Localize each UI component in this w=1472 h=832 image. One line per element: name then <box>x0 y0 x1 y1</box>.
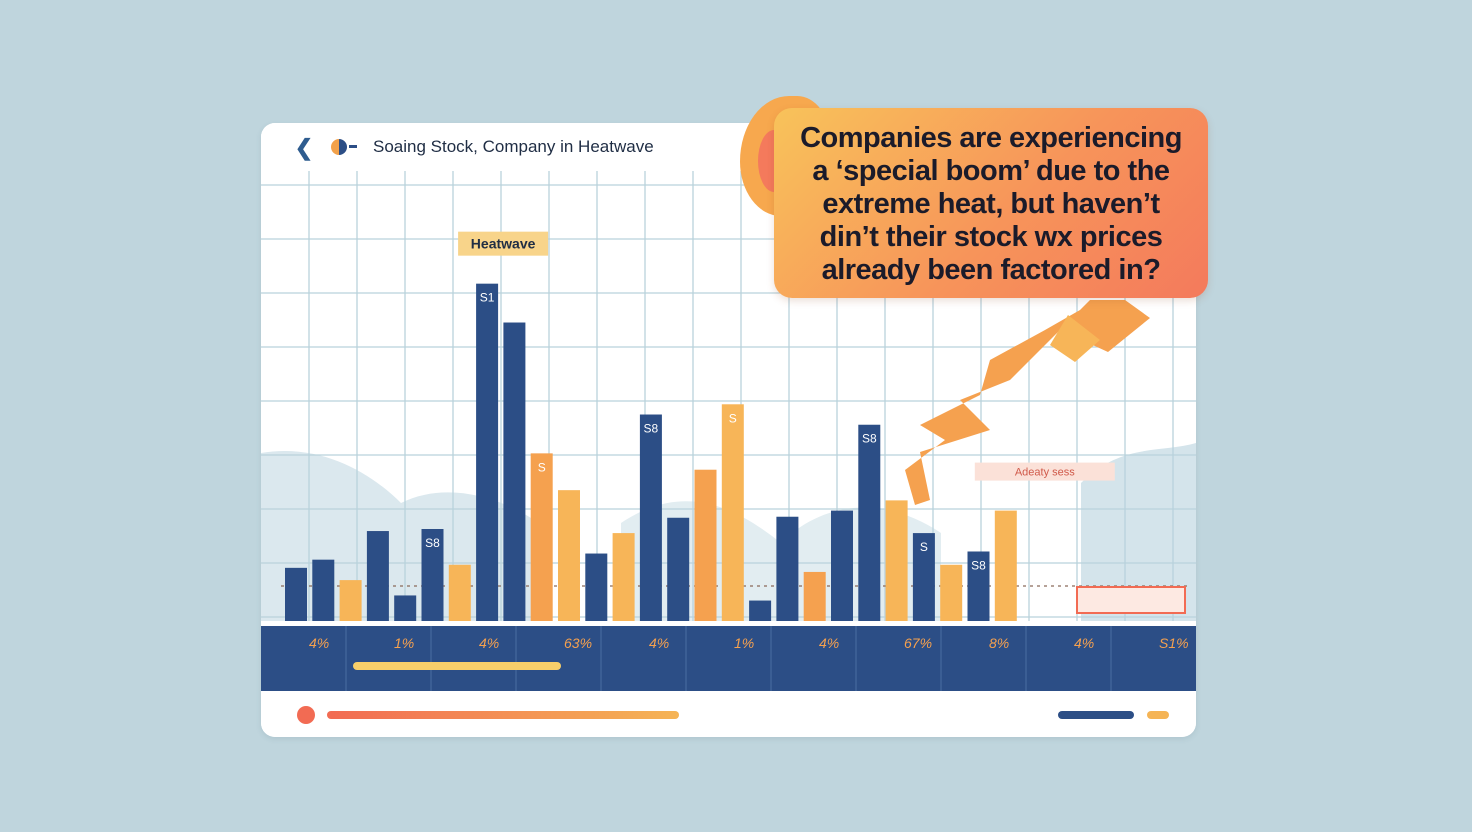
bar <box>831 510 853 621</box>
bar <box>285 567 307 621</box>
page-title: Soaing Stock, Company in Heatwave <box>373 137 654 156</box>
band-label: 1% <box>734 635 754 651</box>
half-circle-logo-icon <box>331 139 347 155</box>
bar-chart: S8 S1 S S8 S S8 S S8 Heatwave Adeaty sess 4% 1% 4% 63… <box>261 171 1196 691</box>
bar <box>967 551 990 621</box>
back-arrow-icon[interactable]: ❮ <box>294 135 314 160</box>
bar <box>912 533 935 621</box>
band-label: 4% <box>819 635 839 651</box>
band-label: 67% <box>904 635 932 651</box>
band-highlight-bar <box>353 662 561 670</box>
band-label: 8% <box>989 635 1009 651</box>
annotation-box <box>458 231 549 256</box>
progress-fill <box>327 711 679 719</box>
band-label: 4% <box>1074 635 1094 651</box>
speech-bubble: Companies are experiencing a ‘special bo… <box>774 108 1208 298</box>
bar <box>639 414 662 621</box>
band-label: 4% <box>479 635 499 651</box>
record-dot-icon[interactable] <box>297 706 315 724</box>
bubble-line: din’t their stock wx prices <box>819 221 1163 253</box>
bubble-text: Companies are experiencing a ‘special bo… <box>790 122 1192 287</box>
bar-data-label: S <box>920 540 928 554</box>
bar-data-label: S <box>729 411 737 425</box>
bar <box>721 404 744 621</box>
bar <box>776 516 799 621</box>
bar <box>994 510 1017 621</box>
background-hill <box>1081 443 1196 621</box>
bar <box>558 490 580 621</box>
bar <box>421 529 444 621</box>
lightning-tail-accent <box>1050 315 1100 362</box>
band-label: 4% <box>649 635 669 651</box>
progress-track[interactable] <box>327 711 679 719</box>
band-label: 63% <box>564 635 592 651</box>
bubble-line: extreme heat, but haven’t <box>822 188 1160 220</box>
pill-indicator-blue[interactable] <box>1058 711 1134 719</box>
bar <box>749 600 772 621</box>
band-label: 1% <box>394 635 414 651</box>
bar-data-label: S8 <box>644 422 659 436</box>
bar <box>312 559 335 621</box>
bar-data-label: S8 <box>425 536 440 550</box>
lightning-tail <box>905 300 1150 505</box>
bar <box>503 322 526 621</box>
bar-data-label: S8 <box>862 432 877 446</box>
bar <box>612 533 635 621</box>
bubble-line: already been factored in? <box>821 254 1161 286</box>
bar <box>476 283 499 621</box>
bar-data-label: S8 <box>971 558 986 572</box>
bar <box>885 500 908 621</box>
bar <box>530 453 553 621</box>
annotation-box <box>974 462 1115 481</box>
bar <box>803 571 826 621</box>
bar-data-label: S1 <box>480 291 495 305</box>
annotation-label: Heatwave <box>471 236 536 252</box>
footer-bar <box>261 695 1196 737</box>
band-label: S1% <box>1159 635 1189 651</box>
bubble-line: a ‘special boom’ due to the <box>812 155 1170 187</box>
bar <box>448 564 471 621</box>
annotation-label: Adeaty sess <box>1015 467 1075 479</box>
bar <box>339 580 362 621</box>
pill-indicator-orange[interactable] <box>1147 711 1169 719</box>
value-band <box>261 626 1196 691</box>
bar <box>667 517 690 621</box>
bar <box>940 564 963 621</box>
bar <box>585 553 608 621</box>
logo-dash <box>349 145 357 148</box>
highlight-frame <box>1076 586 1186 614</box>
bar <box>366 531 389 621</box>
bar-data-label: S <box>538 460 546 474</box>
band-label: 4% <box>309 635 329 651</box>
bar <box>858 424 881 621</box>
bar <box>694 469 717 621</box>
bubble-line: Companies are experiencing <box>800 122 1182 154</box>
bar <box>394 595 417 621</box>
